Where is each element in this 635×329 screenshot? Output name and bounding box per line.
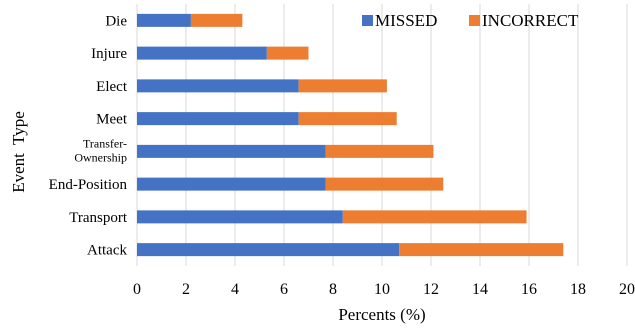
category-label: Ownership	[74, 150, 127, 164]
x-tick-labels: 0 2 4 6 8 10 12 14 16 18 20	[133, 281, 635, 298]
category-label: Injure	[91, 46, 127, 62]
x-tick-label: 2	[182, 281, 190, 298]
x-tick-label: 0	[133, 281, 141, 298]
bar-missed-meet	[137, 112, 299, 126]
category-label: End-Position	[49, 177, 128, 193]
bar-incorrect-end-position	[325, 177, 444, 191]
legend-swatch-incorrect	[469, 15, 480, 26]
bar-incorrect-transfer-ownership	[325, 144, 434, 158]
x-tick-label: 10	[374, 281, 390, 298]
bar-missed-die	[137, 13, 191, 27]
bar-missed-transfer-ownership	[137, 144, 326, 158]
x-tick-label: 16	[521, 281, 537, 298]
legend: MISSED INCORRECT	[362, 11, 579, 30]
x-tick-label: 8	[329, 281, 337, 298]
bar-missed-injure	[137, 46, 267, 60]
category-label: Elect	[96, 79, 128, 95]
legend-swatch-missed	[362, 15, 373, 26]
y-axis-title: Event Type	[9, 111, 28, 193]
category-label: Attack	[87, 243, 127, 259]
legend-label-incorrect: INCORRECT	[482, 11, 579, 30]
category-label: Die	[105, 13, 127, 29]
bar-incorrect-attack	[399, 243, 564, 257]
bar-incorrect-meet	[298, 112, 397, 126]
x-tick-label: 18	[570, 281, 586, 298]
x-axis-title: Percents (%)	[338, 305, 425, 324]
x-tick-label: 20	[619, 281, 635, 298]
bar-incorrect-elect	[298, 79, 387, 93]
bar-missed-end-position	[137, 177, 326, 191]
bar-incorrect-die	[190, 13, 243, 27]
bars	[137, 13, 564, 257]
x-tick-label: 6	[280, 281, 288, 298]
bar-missed-transport	[137, 210, 343, 224]
x-tick-label: 12	[423, 281, 439, 298]
category-label: Meet	[96, 112, 128, 128]
bar-incorrect-transport	[342, 210, 527, 224]
category-label: Transport	[69, 210, 128, 226]
gridlines	[136, 4, 628, 266]
bar-incorrect-injure	[266, 46, 309, 60]
category-labels: Die Injure Elect Meet Transfer-Ownership End-…	[49, 13, 128, 258]
x-tick-label: 14	[472, 281, 488, 298]
bar-missed-attack	[137, 243, 400, 257]
legend-label-missed: MISSED	[375, 11, 437, 30]
x-tick-label: 4	[231, 281, 239, 298]
bar-missed-elect	[137, 79, 299, 93]
category-label: Transfer-	[83, 136, 127, 150]
